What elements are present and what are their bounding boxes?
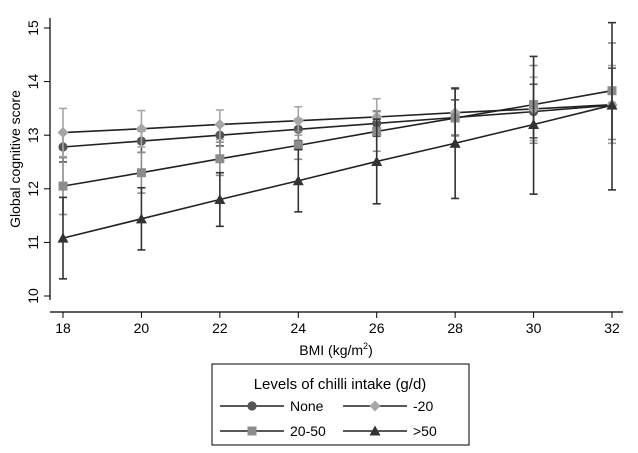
series-line [62,104,613,148]
series-line [62,89,613,187]
data-point [135,123,147,135]
legend-marker [369,425,381,436]
data-point [449,137,461,148]
data-point [58,181,68,191]
x-axis-label-main: BMI (kg/m [299,342,363,358]
x-ticks: 18 20 22 24 26 28 30 32 [55,312,620,336]
y-tick-label: 12 [25,181,41,197]
x-tick-label: 30 [526,320,542,336]
data-point [135,213,147,224]
x-tick-label: 26 [369,320,385,336]
legend-marker [369,400,381,412]
x-axis-label-superscript: 2 [363,341,368,351]
y-ticks: 10 11 12 13 14 15 [25,20,50,304]
x-tick-label: 22 [212,320,228,336]
data-point [371,155,383,166]
x-tick-label: 32 [604,320,620,336]
x-tick-label: 28 [447,320,463,336]
legend-item-3: 20-50 [220,423,326,439]
series-line [62,103,613,134]
legend-label: -20 [413,398,433,414]
legend-label: >50 [413,423,437,439]
series-layer [57,21,618,280]
legend-item-2: -20 [343,398,433,414]
data-point [57,127,69,139]
legend-label: None [290,398,324,414]
legend-label: 20-50 [290,423,326,439]
y-axis-label: Global cognitive score [7,90,23,228]
y-tick-label: 11 [25,235,41,250]
data-point [136,168,146,178]
data-point [57,232,69,243]
y-tick-label: 14 [25,74,41,90]
x-axis-label: BMI (kg/m2) [299,341,372,358]
legend-items: None -20 20-50 >50 [220,398,437,439]
y-tick-label: 15 [25,20,41,36]
legend: Levels of chilli intake (g/d) None -20 20-… [211,363,470,446]
data-point [292,115,304,127]
legend-marker [247,426,257,436]
series-line [62,104,613,239]
x-tick-label: 18 [55,320,71,336]
legend-title: Levels of chilli intake (g/d) [254,376,427,393]
legend-marker [247,401,257,411]
legend-item-4: >50 [343,423,437,439]
legend-item-1: None [220,398,324,414]
data-point [528,118,540,129]
x-tick-label: 24 [290,320,306,336]
series-4 [57,21,618,280]
data-point [293,140,303,150]
axes [49,18,623,313]
data-point [214,118,226,130]
data-point [214,194,226,205]
x-axis-label-close: ) [368,342,373,358]
data-point [215,154,225,164]
y-tick-label: 10 [25,288,41,304]
data-point [606,99,618,110]
x-tick-label: 20 [134,320,150,336]
data-point [292,175,304,186]
y-tick-label: 13 [25,127,41,143]
